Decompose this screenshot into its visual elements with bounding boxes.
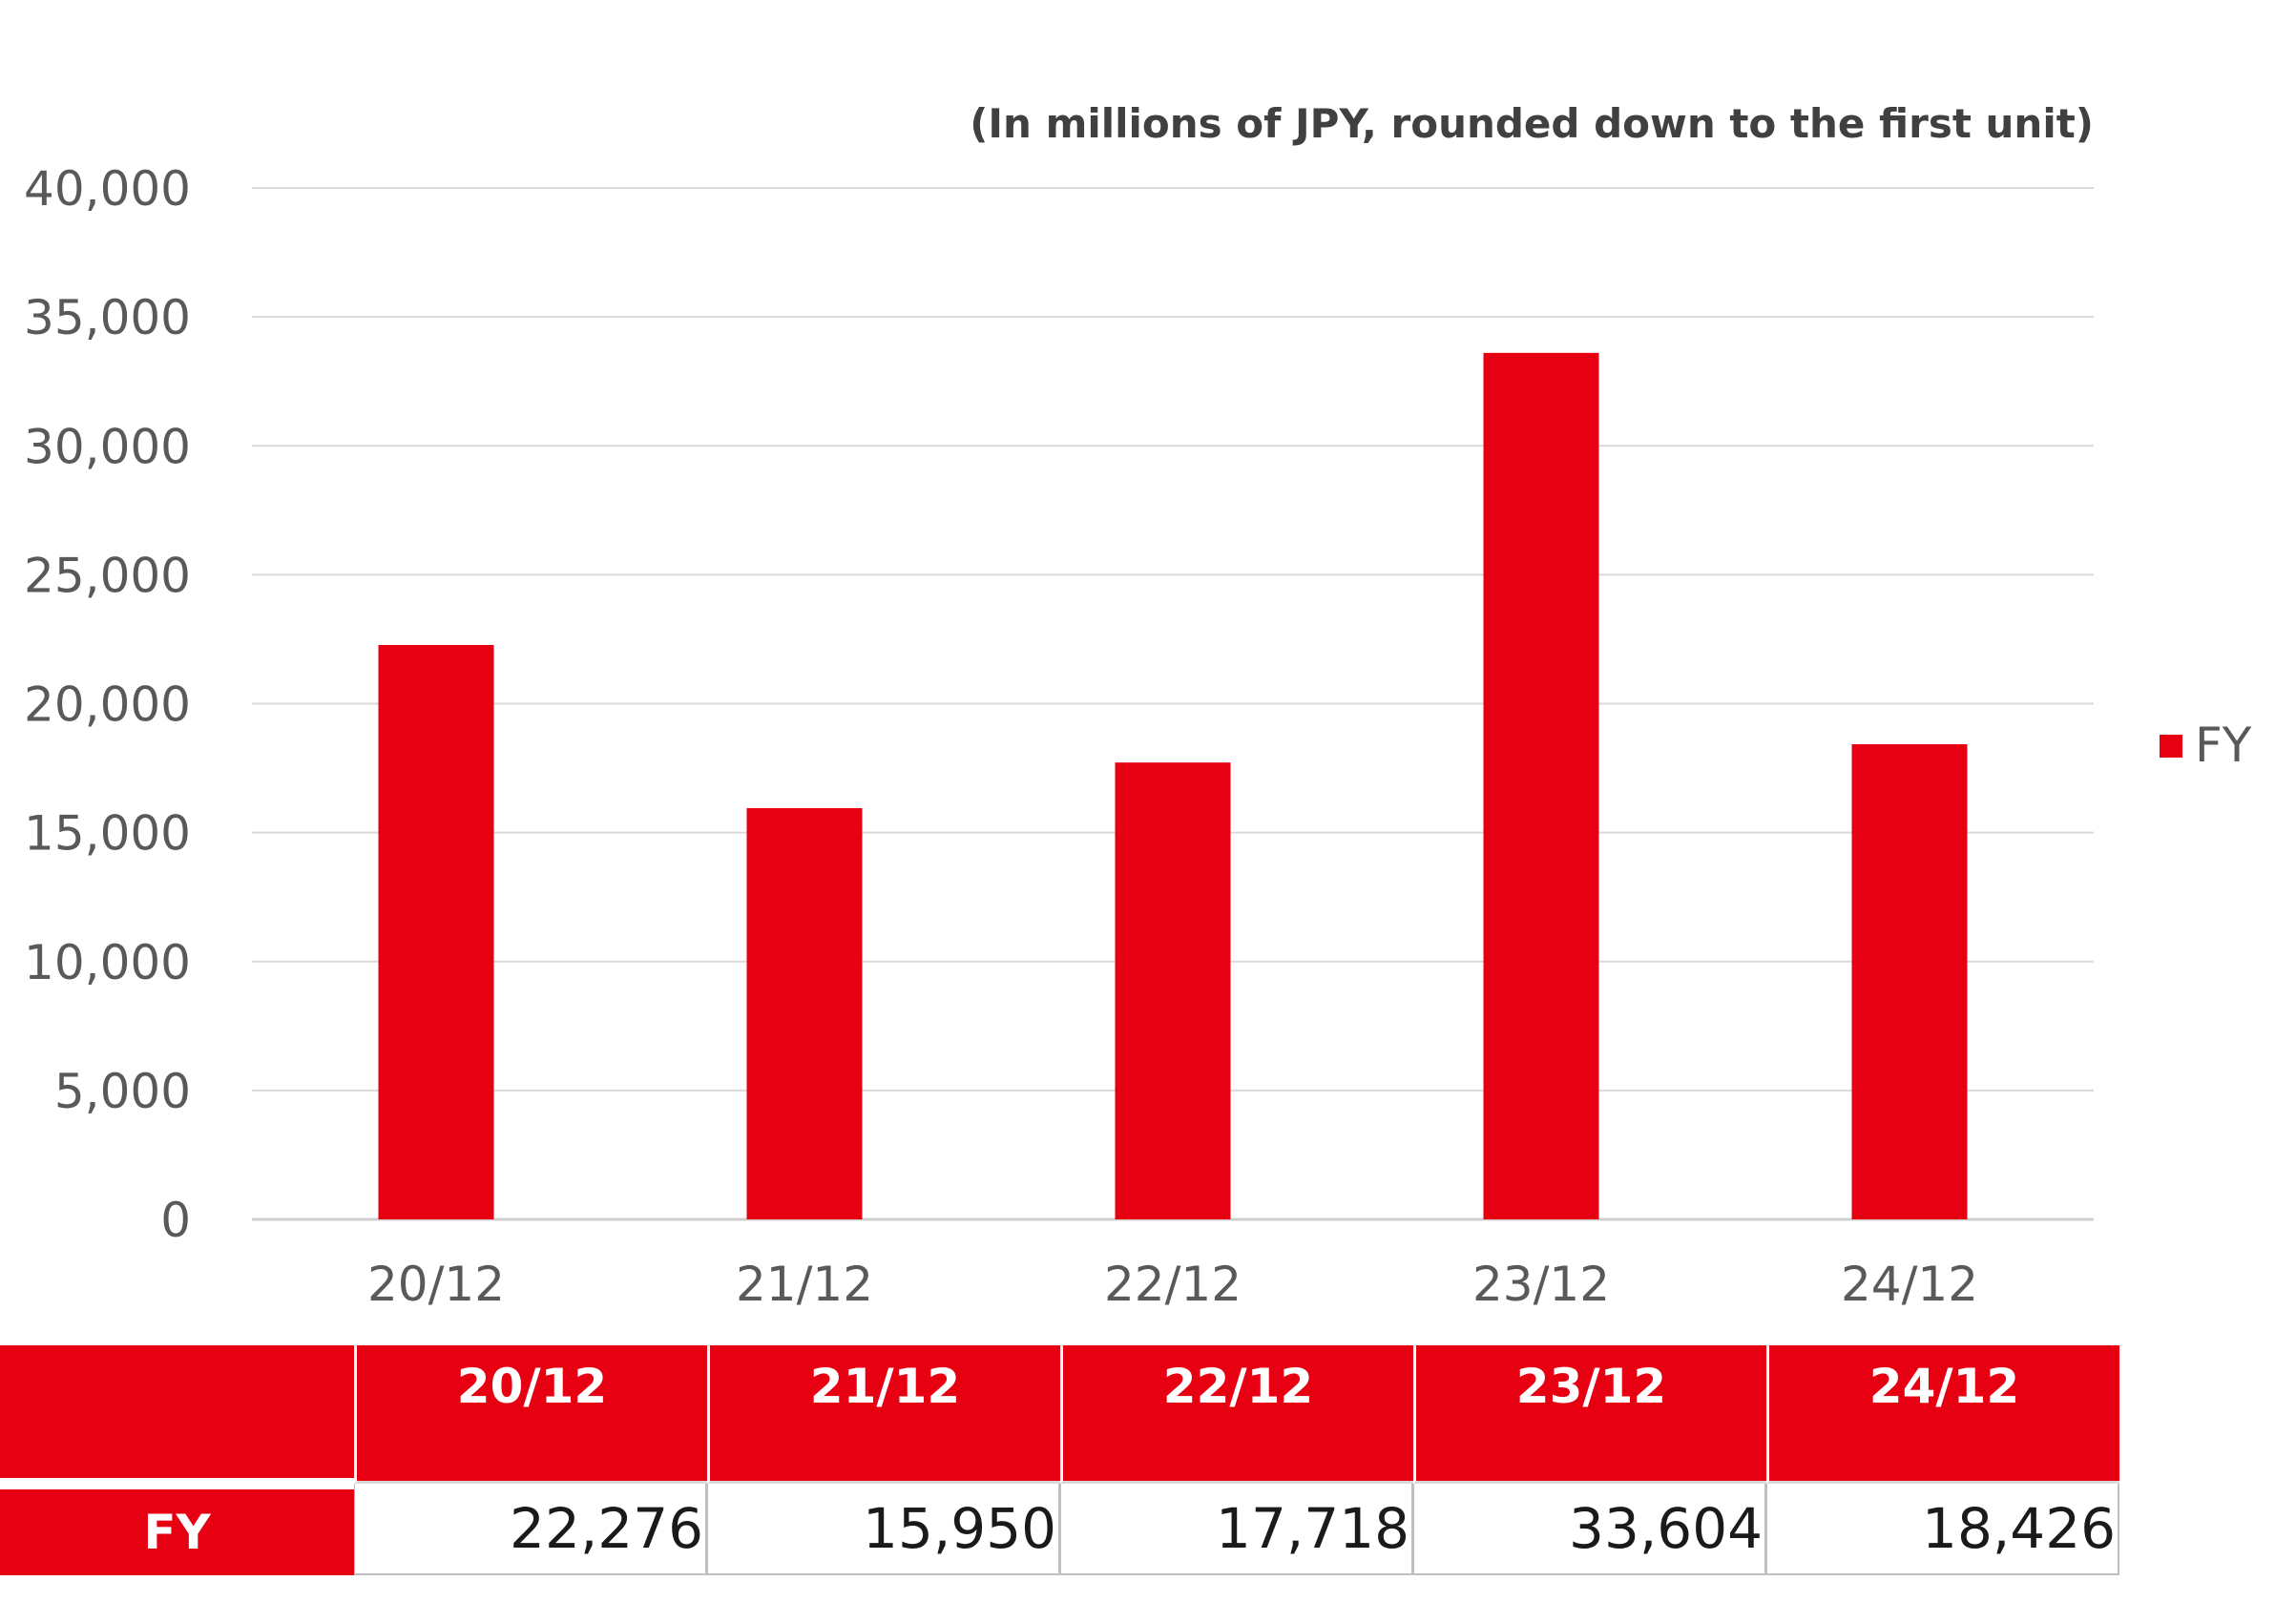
y-axis-ticks: 0 5,000 10,000 15,000 20,000 25,000 30,000 35,0… (24, 161, 191, 1248)
table-header-cell: 20/12 (354, 1345, 707, 1484)
y-tick-label: 20,000 (24, 677, 191, 733)
legend-label: FY (2195, 718, 2252, 773)
table-value-cell: 18,426 (1766, 1484, 2119, 1575)
y-tick-label: 40,000 (24, 161, 191, 217)
table-value-cell: 22,276 (354, 1484, 707, 1575)
table-value-cell: 17,718 (1060, 1484, 1413, 1575)
y-tick-label: 25,000 (24, 548, 191, 603)
x-tick-label: 20/12 (367, 1257, 505, 1312)
bar (378, 644, 494, 1219)
y-tick-label: 30,000 (24, 419, 191, 474)
table-value-cell: 15,950 (707, 1484, 1060, 1575)
x-axis-ticks: 20/12 21/12 22/12 23/12 24/12 (367, 1257, 1978, 1312)
bar-chart: (In millions of JPY, rounded down to the… (24, 100, 2252, 1312)
bars (378, 352, 1968, 1219)
grid-lines (252, 187, 2094, 1221)
table-header-row: 20/12 21/12 22/12 23/12 24/12 (0, 1345, 2119, 1484)
table-header-cell: 21/12 (707, 1345, 1060, 1484)
table-value-cell: 33,604 (1413, 1484, 1766, 1575)
data-table: 20/12 21/12 22/12 23/12 24/12 FY 22,276 … (0, 1345, 2119, 1575)
table-row: FY 22,276 15,950 17,718 33,604 18,426 (0, 1484, 2119, 1575)
unit-note: (In millions of JPY, rounded down to the… (970, 100, 2094, 147)
bar (1483, 352, 1599, 1219)
legend-swatch (2160, 735, 2182, 758)
x-tick-label: 23/12 (1472, 1257, 1610, 1312)
x-tick-label: 22/12 (1104, 1257, 1242, 1312)
table-header-cell: 22/12 (1060, 1345, 1413, 1484)
x-tick-label: 24/12 (1841, 1257, 1978, 1312)
y-tick-label: 5,000 (54, 1064, 191, 1119)
y-tick-label: 35,000 (24, 290, 191, 345)
y-tick-label: 0 (160, 1193, 191, 1248)
table-row-label: FY (0, 1484, 354, 1575)
bar (746, 807, 863, 1219)
x-tick-label: 21/12 (736, 1257, 873, 1312)
bar (1851, 744, 1968, 1219)
table-header-cell: 24/12 (1766, 1345, 2119, 1484)
y-tick-label: 10,000 (24, 935, 191, 990)
table-header-cell: 23/12 (1413, 1345, 1766, 1484)
table-corner-cell (0, 1345, 354, 1484)
legend: FY (2160, 718, 2252, 773)
bar (1115, 762, 1231, 1219)
y-tick-label: 15,000 (24, 806, 191, 862)
